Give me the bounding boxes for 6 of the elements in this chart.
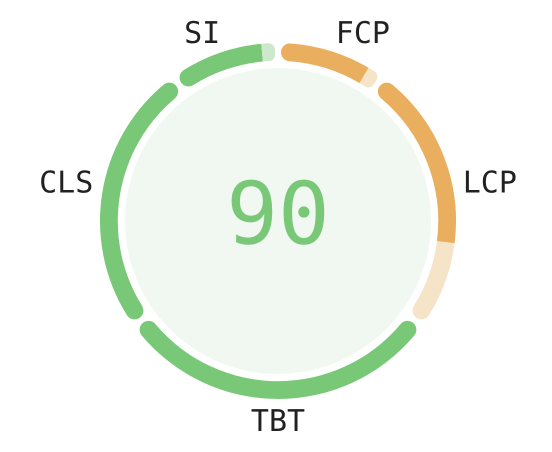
slice-label: LCP [462,165,517,200]
slice-label: SI [184,16,220,52]
text: 90 [226,164,330,264]
slice-label: CLS [39,165,94,200]
slice-label: TBT [250,404,306,439]
slice-label: FCP [336,16,390,52]
